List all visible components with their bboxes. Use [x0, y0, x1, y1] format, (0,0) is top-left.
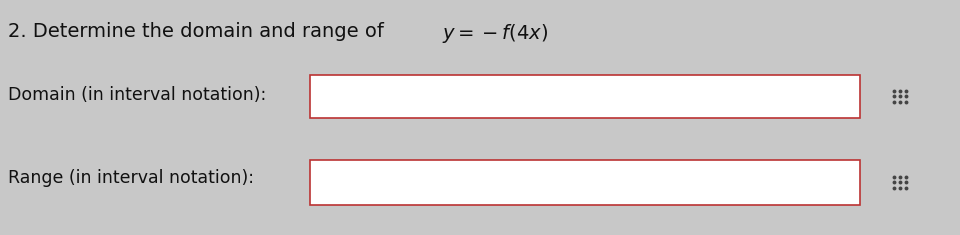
Bar [310, 75, 860, 118]
Text: Domain (in interval notation):: Domain (in interval notation): [8, 86, 266, 104]
Text: 2. Determine the domain and range of: 2. Determine the domain and range of [8, 22, 390, 41]
Text: $y = -f(4x)$: $y = -f(4x)$ [442, 22, 548, 45]
Bar [310, 160, 860, 205]
Text: Range (in interval notation):: Range (in interval notation): [8, 169, 254, 187]
